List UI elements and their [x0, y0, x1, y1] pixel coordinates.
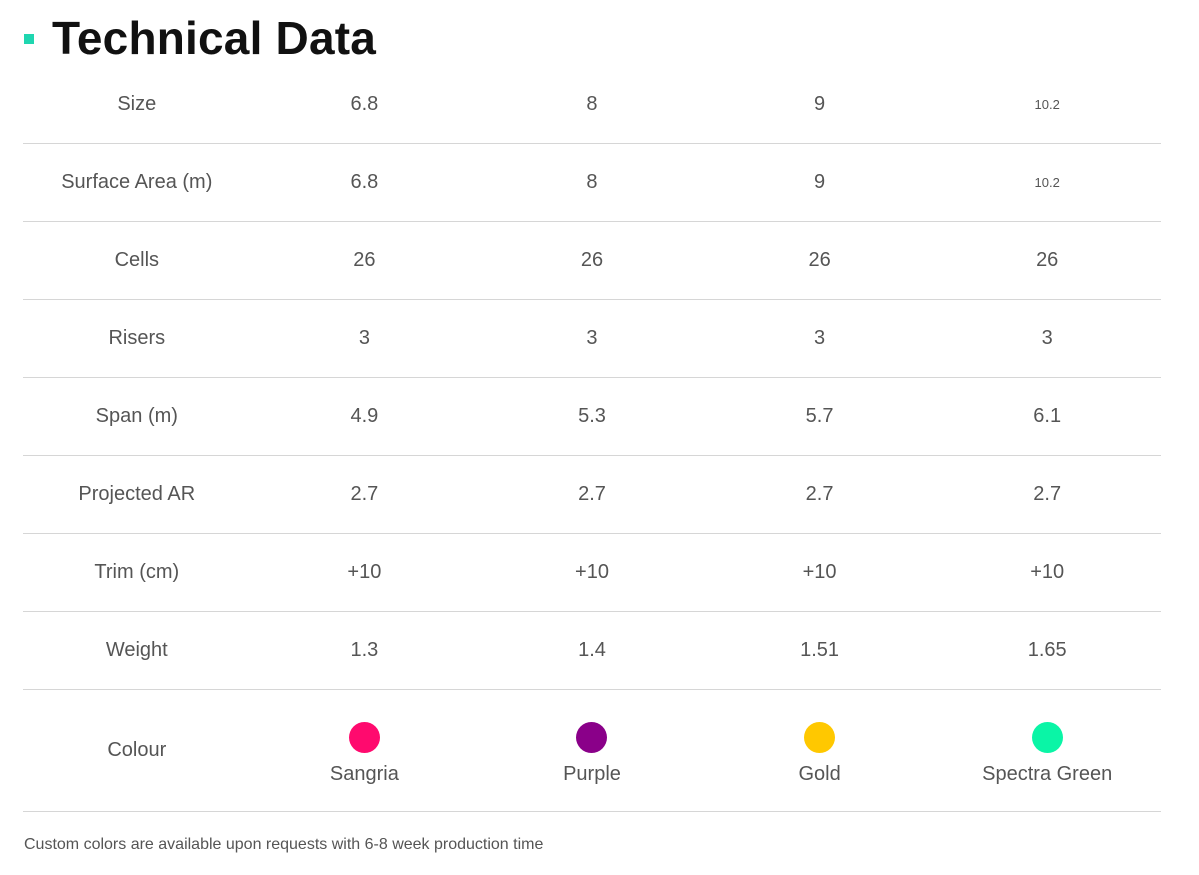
table-cell: 26: [705, 221, 934, 300]
table-cell: 26: [250, 221, 479, 300]
table-cell: Spectra Green: [933, 689, 1161, 812]
row-label: Risers: [23, 299, 251, 378]
table-cell: 6.1: [933, 377, 1161, 456]
accent-square-icon: [24, 34, 34, 44]
table-row-projected-ar: Projected AR 2.7 2.7 2.7 2.7: [23, 455, 1161, 534]
colour-name: Purple: [563, 762, 621, 785]
table-cell: 1.3: [250, 611, 479, 690]
colour-swatch-icon: [1031, 721, 1063, 753]
table-row-colour: Colour Sangria Purple Gold: [23, 689, 1161, 812]
table-cell: 10.2: [933, 66, 1161, 144]
table-cell: 6.8: [250, 66, 479, 144]
table-cell: 8: [478, 66, 706, 144]
row-label: Weight: [23, 611, 251, 690]
table-row-risers: Risers 3 3 3 3: [23, 299, 1161, 378]
table-cell: 4.9: [250, 377, 479, 456]
colour-option: Gold: [706, 716, 934, 786]
colour-name: Gold: [798, 762, 841, 785]
colour-swatch-icon: [804, 721, 836, 753]
table-row-surface-area: Surface Area (m) 6.8 8 9 10.2: [23, 143, 1161, 222]
table-row-span: Span (m) 4.9 5.3 5.7 6.1: [23, 377, 1161, 456]
row-label: Projected AR: [23, 455, 251, 534]
table-cell: 1.51: [705, 611, 934, 690]
table-cell: 3: [250, 299, 479, 378]
colour-option: Sangria: [251, 716, 479, 786]
row-label: Trim (cm): [23, 533, 251, 612]
table-cell: Sangria: [250, 689, 479, 812]
table-cell: 2.7: [478, 455, 706, 534]
table-row-weight: Weight 1.3 1.4 1.51 1.65: [23, 611, 1161, 690]
table-cell: 26: [933, 221, 1161, 300]
colour-option: Purple: [478, 716, 706, 786]
colour-name: Spectra Green: [982, 762, 1113, 785]
table-cell: 2.7: [250, 455, 479, 534]
table-cell: 2.7: [705, 455, 934, 534]
custom-colour-note: Custom colors are available upon request…: [24, 836, 544, 853]
colour-name: Sangria: [329, 762, 399, 785]
colour-option: Spectra Green: [933, 716, 1161, 786]
table-cell: 9: [705, 66, 934, 144]
table-cell: 3: [705, 299, 934, 378]
table-cell: +10: [933, 533, 1161, 612]
table-cell: 26: [478, 221, 706, 300]
colour-swatch-icon: [576, 721, 608, 753]
table-cell: +10: [478, 533, 706, 612]
row-label: Surface Area (m): [23, 143, 251, 222]
table-row-cells: Cells 26 26 26 26: [23, 221, 1161, 300]
table-cell: Purple: [478, 689, 706, 812]
table-cell: Gold: [705, 689, 934, 812]
table-cell: 5.7: [705, 377, 934, 456]
page-title: Technical Data: [52, 12, 377, 64]
table-cell: 2.7: [933, 455, 1161, 534]
technical-data-table: Size 6.8 8 9 10.2 Surface Area (m) 6.8 8…: [23, 66, 1161, 812]
table-cell: 5.3: [478, 377, 706, 456]
table-cell: 3: [933, 299, 1161, 378]
table-row-trim: Trim (cm) +10 +10 +10 +10: [23, 533, 1161, 612]
table-row-size: Size 6.8 8 9 10.2: [23, 66, 1161, 144]
row-label: Cells: [23, 221, 251, 300]
table-cell: +10: [250, 533, 479, 612]
row-label: Colour: [23, 689, 251, 812]
table-cell: +10: [705, 533, 934, 612]
table-cell: 1.65: [933, 611, 1161, 690]
table-cell: 8: [478, 143, 706, 222]
section-heading: Technical Data: [24, 10, 376, 66]
row-label: Span (m): [23, 377, 251, 456]
table-cell: 6.8: [250, 143, 479, 222]
table-cell: 9: [705, 143, 934, 222]
table-cell: 3: [478, 299, 706, 378]
table-cell: 10.2: [933, 143, 1161, 222]
row-label: Size: [23, 66, 251, 144]
colour-swatch-icon: [348, 721, 380, 753]
table-cell: 1.4: [478, 611, 706, 690]
